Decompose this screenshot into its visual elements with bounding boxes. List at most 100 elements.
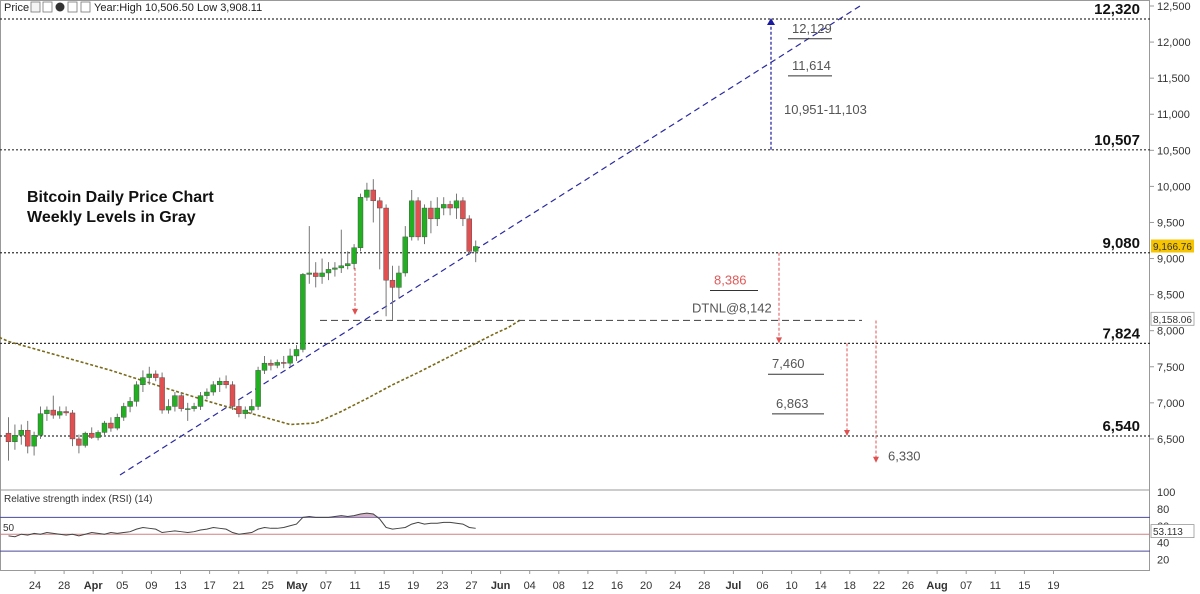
candle-body: [140, 377, 146, 386]
rsi-tick-label: 100: [1157, 487, 1175, 499]
header-tool-icons[interactable]: [30, 1, 91, 13]
chart-frame: [0, 0, 1150, 571]
x-tick-label: 08: [553, 580, 565, 592]
rsi-line: [8, 512, 476, 538]
candle-body: [172, 395, 178, 407]
candle-body: [325, 269, 332, 274]
candle-body: [76, 438, 82, 446]
annotation-label: DTNL@8,142: [692, 301, 772, 316]
level-label: 7,824: [1102, 325, 1140, 342]
annotation-label: 11,614: [792, 58, 831, 73]
candle-body: [50, 409, 56, 416]
candle-body: [281, 362, 287, 364]
candle-body: [63, 411, 69, 414]
candle-body: [197, 395, 204, 407]
x-tick-label: 14: [815, 580, 827, 592]
x-tick-label: 25: [262, 580, 274, 592]
candle-body: [114, 417, 121, 429]
candle-body: [236, 406, 242, 414]
candle-body: [396, 272, 402, 288]
y-tick-label: 11,000: [1157, 109, 1190, 121]
dtnl-price-label: 8,158.06: [1153, 315, 1192, 326]
y-tick-label: 10,500: [1157, 145, 1191, 157]
rsi-tick-label: 20: [1157, 555, 1169, 567]
candle-body: [377, 200, 383, 209]
year-range-text: Year:High 10,506.50 Low 3,908.11: [94, 2, 262, 14]
x-tick-label: 11: [349, 580, 360, 592]
x-tick-label: 19: [407, 580, 419, 592]
candle-body: [101, 422, 108, 433]
candle-body: [159, 377, 165, 411]
candle-body: [210, 384, 217, 393]
candle-body: [460, 200, 466, 220]
candle-body: [415, 200, 421, 238]
candle-body: [95, 432, 101, 438]
x-tick-label: Apr: [84, 580, 104, 592]
candle-body: [216, 381, 223, 386]
date-axis: 24 28 Apr 05 09 13 17 21 25 May 07 11 15 19 23 27 Jun 04 0…: [29, 570, 1060, 592]
x-tick-label: Aug: [926, 580, 947, 592]
x-tick-label: 07: [960, 580, 972, 592]
settings-icon[interactable]: [67, 1, 78, 13]
annotation-label: 7,460: [772, 356, 805, 371]
x-tick-label: Jul: [725, 580, 741, 592]
close-icon[interactable]: [55, 2, 65, 12]
candle-body: [389, 279, 396, 288]
candle-body: [204, 391, 210, 396]
y-tick-label: 9,000: [1157, 254, 1185, 266]
candle-body: [319, 272, 325, 277]
chart-title-line-2: Weekly Levels in Gray: [27, 209, 196, 226]
annotation-label: 8,386: [714, 273, 747, 288]
dtnl-price-tag: [1150, 311, 1195, 326]
x-tick-label: 06: [756, 580, 768, 592]
x-tick-label: 17: [203, 580, 215, 592]
candle-body: [261, 362, 268, 371]
x-tick-label: 23: [436, 580, 448, 592]
scale-icon[interactable]: [30, 1, 41, 13]
window-icon[interactable]: [42, 1, 53, 13]
annotation-label: 10,951-11,103: [784, 102, 867, 117]
checkbox-icon[interactable]: [80, 1, 91, 13]
rsi-value-label: 53.113: [1153, 527, 1183, 538]
target-arrow-head: [767, 17, 775, 25]
candle-body: [146, 373, 153, 378]
chart-title-line-1: Bitcoin Daily Price Chart: [27, 189, 214, 206]
candle-body: [120, 406, 127, 418]
candle-body: [268, 362, 274, 366]
candle-body: [44, 409, 50, 414]
rsi-tick-label: 80: [1157, 504, 1169, 516]
x-tick-label: 09: [145, 580, 157, 592]
x-tick-label: 27: [465, 580, 477, 592]
candle-body: [428, 207, 434, 220]
candle-body: [370, 189, 376, 202]
x-tick-label: 11: [990, 580, 1001, 592]
x-tick-label: 13: [174, 580, 186, 592]
target-down-arrow-head: [873, 456, 879, 463]
candle-body: [332, 267, 338, 270]
candle-body: [441, 204, 447, 209]
x-tick-label: 24: [669, 580, 681, 592]
candle-body: [421, 207, 428, 238]
candle-body: [191, 406, 197, 409]
current-price-label: 9,166.76: [1153, 242, 1192, 253]
candle-body: [18, 430, 24, 436]
x-tick-label: 21: [233, 580, 245, 592]
level-label: 6,540: [1102, 418, 1140, 435]
x-tick-label: 15: [1018, 580, 1030, 592]
y-tick-label: 8,000: [1157, 326, 1185, 338]
annotation-layer: 12,129 11,614 10,951-11,103 8,386 DTNL@8,142…: [320, 17, 921, 464]
grid-layer: 12,320 10,507 9,080 7,824 6,540: [0, 1, 1150, 437]
annotation-label: 6,330: [888, 449, 921, 464]
candle-body: [293, 349, 300, 357]
x-tick-label: May: [286, 580, 308, 592]
annotation-label: 6,863: [776, 396, 809, 411]
candle-body: [453, 200, 460, 209]
candle-body: [287, 355, 293, 364]
candle-body: [165, 406, 172, 411]
candle-body: [357, 197, 364, 248]
candle-body: [409, 200, 415, 238]
candle-body: [223, 381, 229, 386]
candle-body: [178, 395, 185, 409]
moving-average-line: [0, 319, 521, 426]
rsi-title: Relative strength index (RSI) (14): [4, 494, 152, 505]
